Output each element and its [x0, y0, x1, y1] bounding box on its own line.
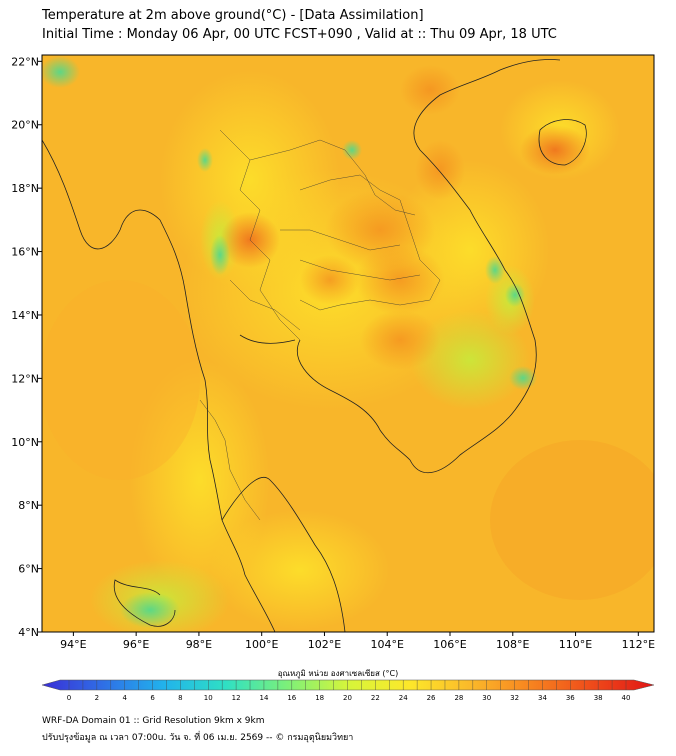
- lat-tick-label: 12°N: [11, 372, 39, 385]
- colorbar-tick-label: 10: [204, 694, 213, 702]
- colorbar-tick-label: 40: [622, 694, 631, 702]
- footer-line2: ปรับปรุงข้อมูล ณ เวลา 07:00u. วัน จ. ที่…: [42, 733, 354, 743]
- colorbar-tick-label: 0: [67, 694, 71, 702]
- colorbar: 0 2 4 6 8 10 12 14 16 18 20 22 24 26 28 30 32 34 36 38 40: [41, 679, 655, 702]
- colorbar-tick-label: 2: [95, 694, 99, 702]
- coastlines: [42, 59, 587, 632]
- lon-tick-label: 96°E: [123, 638, 149, 651]
- lat-tick-label: 4°N: [18, 626, 39, 639]
- chart-subtitle: Initial Time : Monday 06 Apr, 00 UTC FCS…: [42, 27, 557, 42]
- lat-tick-label: 16°N: [11, 246, 39, 259]
- map-axes: 94°E 96°E 98°E 100°E 102°E 104°E 106°E 108°E 110…: [11, 55, 655, 651]
- lon-tick-label: 94°E: [60, 638, 86, 651]
- colorbar-tick-label: 30: [482, 694, 491, 702]
- colorbar-ticks: 0 2 4 6 8 10 12 14 16 18 20 22 24 26 28 30 32 34 36 38 40: [67, 680, 631, 702]
- temperature-field: [42, 55, 654, 632]
- colorbar-tick-label: 20: [343, 694, 352, 702]
- colorbar-tick-label: 34: [538, 694, 547, 702]
- colorbar-tick-label: 22: [371, 694, 380, 702]
- colorbar-title: อุณหภูมิ หน่วย องศาเซลเซียส (°C): [277, 669, 399, 678]
- lon-tick-label: 110°E: [559, 638, 592, 651]
- colorbar-tick-label: 4: [122, 694, 127, 702]
- lat-tick-label: 20°N: [11, 119, 39, 132]
- footer-line1: WRF-DA Domain 01 :: Grid Resolution 9km …: [42, 716, 265, 726]
- colorbar-tick-label: 16: [287, 694, 296, 702]
- lat-tick-label: 6°N: [18, 563, 39, 576]
- lon-tick-label: 98°E: [186, 638, 212, 651]
- colorbar-gradient: [41, 679, 655, 691]
- colorbar-tick-label: 12: [232, 694, 241, 702]
- lat-tick-label: 14°N: [11, 309, 39, 322]
- colorbar-tick-label: 26: [427, 694, 436, 702]
- admin-borders: [199, 129, 441, 521]
- colorbar-tick-label: 28: [454, 694, 463, 702]
- colorbar-tick-label: 24: [399, 694, 408, 702]
- lon-tick-label: 106°E: [433, 638, 466, 651]
- lon-tick-label: 102°E: [308, 638, 341, 651]
- lat-tick-label: 10°N: [11, 436, 39, 449]
- lat-tick-label: 18°N: [11, 182, 39, 195]
- colorbar-tick-label: 32: [510, 694, 519, 702]
- lon-tick-label: 100°E: [245, 638, 278, 651]
- chart-title: Temperature at 2m above ground(°C) - [Da…: [42, 8, 424, 23]
- plot-frame: [41, 54, 655, 633]
- colorbar-tick-label: 18: [315, 694, 324, 702]
- colorbar-tick-label: 6: [150, 694, 155, 702]
- lon-tick-label: 112°E: [622, 638, 655, 651]
- lon-tick-label: 104°E: [371, 638, 404, 651]
- lat-tick-label: 8°N: [18, 499, 39, 512]
- colorbar-tick-label: 8: [178, 694, 182, 702]
- colorbar-tick-label: 14: [259, 694, 268, 702]
- lon-tick-label: 108°E: [496, 638, 529, 651]
- colorbar-tick-label: 38: [594, 694, 603, 702]
- colorbar-tick-label: 36: [566, 694, 575, 702]
- lat-tick-label: 22°N: [11, 55, 39, 68]
